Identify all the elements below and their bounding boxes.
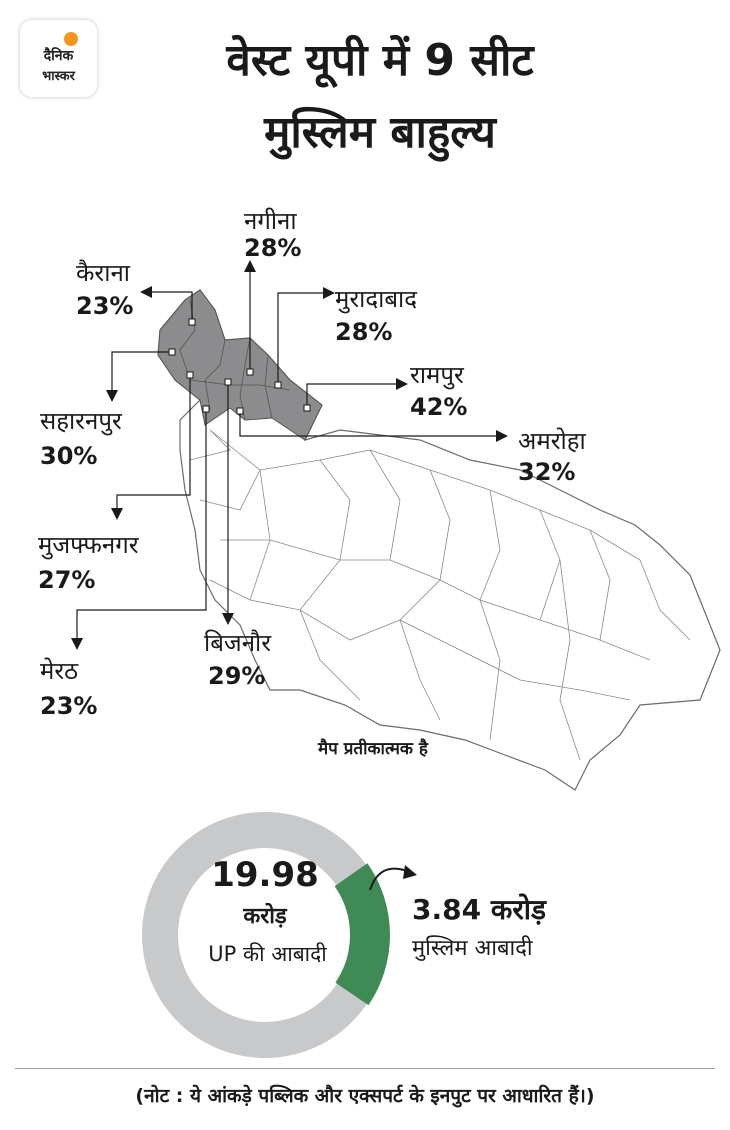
west-up-highlight [157,289,323,441]
seat-percent-muzaffarnagar: 27% [38,566,96,594]
page-title-line-2: मुस्लिम बाहुल्य [264,107,496,158]
seat-percent-moradabad: 28% [335,318,393,346]
arrow-heads [71,260,508,650]
seat-percent-saharanpur: 30% [40,442,98,470]
seat-percent-nagina: 28% [244,234,302,262]
seat-percent-meerut: 23% [40,692,98,720]
seat-name-kairana: कैराना [76,259,130,287]
seat-percent-bijnor: 29% [208,662,266,690]
divider [15,1068,715,1069]
total-population-label: UP की आबादी [208,942,327,966]
district-lines [189,429,691,761]
muslim-population-label: मुस्लिम आबादी [412,936,533,961]
total-population-unit: करोड़ [243,904,287,929]
seat-percent-kairana: 23% [76,292,134,320]
sun-icon [64,32,78,46]
seat-name-rampur: रामपुर [410,361,464,389]
logo-line-2: भास्कर [42,69,75,84]
seat-name-muzaffarnagar: मुजफ्फनगर [38,531,139,559]
seat-markers [168,318,311,415]
dainik-bhaskar-logo: दैनिक भास्कर [20,20,97,97]
seat-name-nagina: नगीना [244,207,297,235]
page-title-line-1: वेस्ट यूपी में 9 सीट [226,35,534,86]
map-note: मैप प्रतीकात्मक है [318,739,428,759]
seat-name-amroha: अमरोहा [518,427,586,455]
seat-name-meerut: मेरठ [40,657,79,685]
population-donut [142,812,390,1058]
total-population-value: 19.98 [211,855,319,895]
seat-percent-rampur: 42% [410,393,468,421]
leader-lines [76,270,498,640]
donut-muslim-segment [334,863,390,1006]
seat-name-moradabad: मुरादाबाद [335,285,418,313]
pointer-arrow [369,865,417,891]
seat-name-saharanpur: सहारनपुर [40,407,122,435]
up-map [71,260,721,791]
footnote: (नोट : ये आंकड़े पब्लिक और एक्सपर्ट के इ… [135,1085,595,1107]
muslim-population-value: 3.84 करोड़ [412,893,547,926]
seat-percent-amroha: 32% [518,458,576,486]
logo-line-1: दैनिक [43,48,74,64]
seat-name-bijnor: बिजनौर [204,629,272,657]
